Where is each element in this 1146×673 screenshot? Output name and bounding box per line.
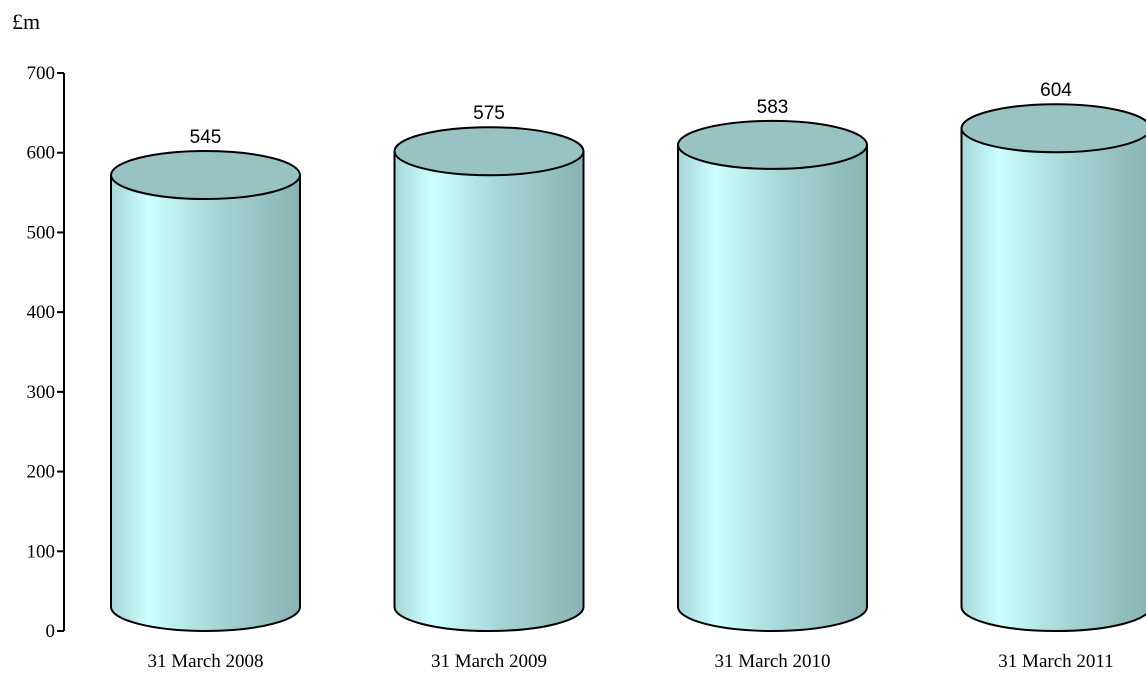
cylinder-body: [110, 174, 301, 632]
data-labels: 545 575 583 604: [190, 80, 1073, 148]
y-tick-label: 600: [27, 143, 56, 164]
x-axis-category-labels: 31 March 2008 31 March 2009 31 March 2010 3…: [147, 651, 1113, 672]
cylinder-bar: [110, 150, 301, 632]
cylinder-body: [960, 127, 1146, 632]
y-tick-label: 0: [46, 621, 56, 642]
data-label: 583: [757, 97, 789, 118]
y-axis-unit-label: £m: [12, 9, 40, 34]
data-label: 604: [1040, 80, 1072, 101]
cylinder-body: [393, 150, 585, 632]
data-label: 545: [190, 127, 222, 148]
y-axis: 0 100 200 300 400 500 600 700: [27, 63, 65, 642]
y-tick-label: 700: [27, 63, 56, 84]
cylinder-top: [960, 103, 1146, 154]
cylinder-bar: [960, 103, 1146, 632]
data-label: 575: [473, 103, 505, 124]
cylinder-top: [110, 150, 301, 200]
x-category-label: 31 March 2009: [431, 651, 547, 672]
y-tick-label: 200: [27, 462, 56, 483]
cylinder-bar: [677, 119, 868, 632]
cylinder-top: [677, 119, 868, 170]
bar-series: [110, 103, 1146, 632]
y-tick-label: 400: [27, 302, 56, 323]
x-category-label: 31 March 2008: [147, 651, 263, 672]
y-tick-label: 500: [27, 222, 56, 243]
y-tick-label: 100: [27, 541, 56, 562]
cylinder-body: [677, 143, 868, 632]
y-tick-label: 300: [27, 382, 56, 403]
x-category-label: 31 March 2011: [998, 651, 1113, 672]
cylinder-bar: [393, 126, 585, 632]
x-category-label: 31 March 2010: [714, 651, 830, 672]
cylinder-top: [393, 126, 585, 177]
